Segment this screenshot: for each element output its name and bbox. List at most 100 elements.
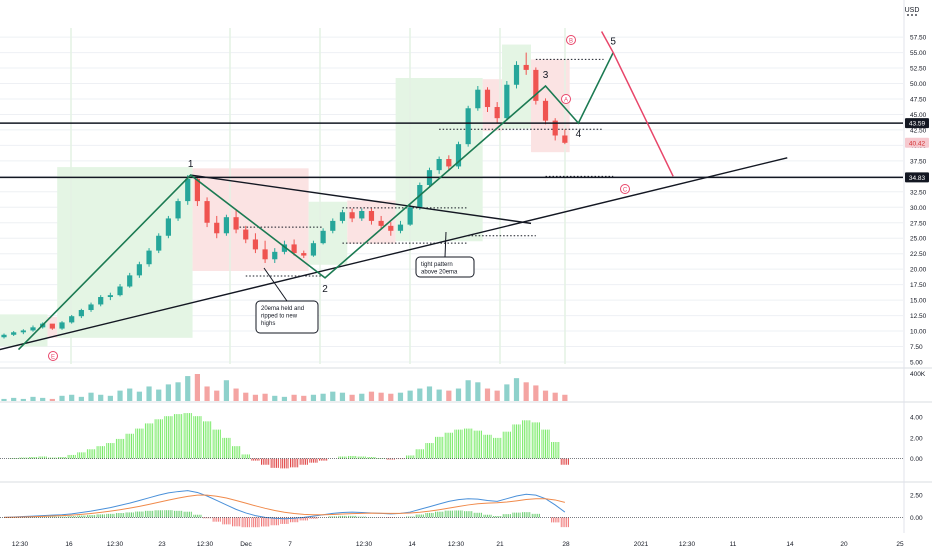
wave-label-5: 5: [610, 37, 616, 48]
candle[interactable]: [136, 261, 142, 278]
price-tag-40-42[interactable]: 40.42: [905, 137, 929, 148]
candle[interactable]: [146, 248, 152, 267]
price-axis[interactable]: 57.5055.0052.5050.0047.5045.0042.5040.00…: [905, 35, 929, 522]
candle[interactable]: [49, 323, 55, 330]
trendline[interactable]: [0, 157, 788, 351]
candle-body: [291, 244, 297, 254]
wave-circle-label-b[interactable]: B: [566, 35, 576, 45]
candle[interactable]: [30, 325, 36, 332]
trendline[interactable]: [190, 174, 532, 225]
candle[interactable]: [223, 214, 230, 236]
candle-body: [339, 212, 346, 221]
candle[interactable]: [330, 218, 336, 234]
candle[interactable]: [349, 208, 355, 223]
candle[interactable]: [504, 81, 510, 121]
candle[interactable]: [513, 61, 520, 89]
candle[interactable]: [562, 129, 568, 145]
candle[interactable]: [523, 52, 529, 75]
candle[interactable]: [233, 209, 239, 234]
wave-circle-label-a[interactable]: A: [561, 94, 571, 104]
candle-body: [272, 251, 278, 260]
candle[interactable]: [59, 321, 65, 330]
candle[interactable]: [98, 295, 104, 307]
price-tick-label: 7.50: [910, 344, 923, 351]
macd-pane[interactable]: [0, 490, 903, 528]
candle[interactable]: [243, 225, 249, 244]
price-tag-34-83[interactable]: 34.83: [905, 172, 929, 183]
candle[interactable]: [69, 314, 75, 324]
wave-circle-label-e[interactable]: E: [48, 351, 58, 361]
candle[interactable]: [465, 105, 471, 147]
candle-body: [465, 108, 471, 145]
price-tag-43-59[interactable]: 43.59: [905, 118, 929, 129]
candle[interactable]: [320, 228, 326, 245]
candle[interactable]: [214, 215, 220, 239]
time-tick-label: 23: [158, 541, 166, 548]
price-tag-label: 40.42: [909, 140, 926, 147]
volume-pane[interactable]: [1, 374, 568, 401]
drawings-layer[interactable]: 1 2 3 4 5 E A B C 20ema held and ripped to newhigh…: [0, 31, 903, 361]
elliott-wave-path[interactable]: [17, 52, 614, 351]
candle[interactable]: [407, 204, 413, 226]
candle[interactable]: [252, 233, 259, 254]
candle[interactable]: [446, 155, 452, 171]
candle[interactable]: [156, 233, 162, 254]
callout-note[interactable]: tight pattern above 20ema: [415, 231, 475, 278]
candle[interactable]: [1, 333, 7, 339]
candle[interactable]: [359, 208, 365, 221]
candle[interactable]: [204, 197, 210, 228]
candle[interactable]: [455, 141, 462, 169]
candle[interactable]: [378, 215, 384, 230]
candle[interactable]: [11, 331, 17, 337]
candle[interactable]: [475, 85, 481, 111]
candle[interactable]: [291, 239, 297, 256]
candle[interactable]: [185, 175, 191, 205]
macd-line[interactable]: [3, 490, 566, 520]
candle[interactable]: [117, 284, 123, 297]
candle[interactable]: [301, 250, 307, 259]
volume-bar: [533, 385, 539, 401]
candle[interactable]: [20, 329, 26, 335]
candle[interactable]: [552, 118, 558, 141]
candle[interactable]: [88, 302, 94, 312]
signal-line[interactable]: [3, 494, 565, 518]
candle[interactable]: [388, 222, 394, 236]
wave-circle-label-c[interactable]: C: [620, 184, 630, 194]
candle[interactable]: [310, 240, 317, 257]
candle[interactable]: [78, 308, 84, 319]
dotted-levels[interactable]: [236, 58, 614, 277]
volume-bar: [30, 396, 36, 401]
candle[interactable]: [397, 220, 404, 234]
correction-wave-path[interactable]: [600, 31, 674, 177]
candle[interactable]: [436, 156, 442, 174]
candle[interactable]: [272, 248, 278, 263]
candle[interactable]: [262, 240, 268, 263]
time-tick-label: 7: [288, 541, 292, 548]
candle-body: [533, 69, 539, 101]
volume-bar: [552, 392, 558, 401]
candle[interactable]: [165, 215, 171, 239]
candle[interactable]: [107, 292, 113, 301]
volume-bar: [127, 388, 133, 401]
candle[interactable]: [339, 209, 346, 224]
volume-bar: [407, 390, 413, 401]
time-axis[interactable]: 12:30 16 12:30 23 12:30 Dec 7 12:30 14 12:30 21 28 2…: [12, 541, 904, 548]
candle[interactable]: [542, 98, 549, 125]
candle-body: [78, 310, 84, 317]
candle[interactable]: [494, 102, 500, 124]
price-tick-label: 12.50: [910, 313, 927, 320]
candle[interactable]: [175, 198, 181, 221]
candle[interactable]: [127, 272, 133, 288]
candle[interactable]: [484, 87, 491, 112]
oscillator-pane[interactable]: [0, 413, 903, 469]
candle[interactable]: [533, 67, 539, 105]
chart-menu-button[interactable]: [905, 3, 923, 21]
candle-body: [49, 323, 55, 329]
wave-circle-text: A: [564, 97, 568, 103]
candle-body: [407, 207, 413, 225]
candle[interactable]: [194, 176, 200, 207]
candle[interactable]: [368, 208, 375, 225]
candle-body: [262, 249, 268, 260]
